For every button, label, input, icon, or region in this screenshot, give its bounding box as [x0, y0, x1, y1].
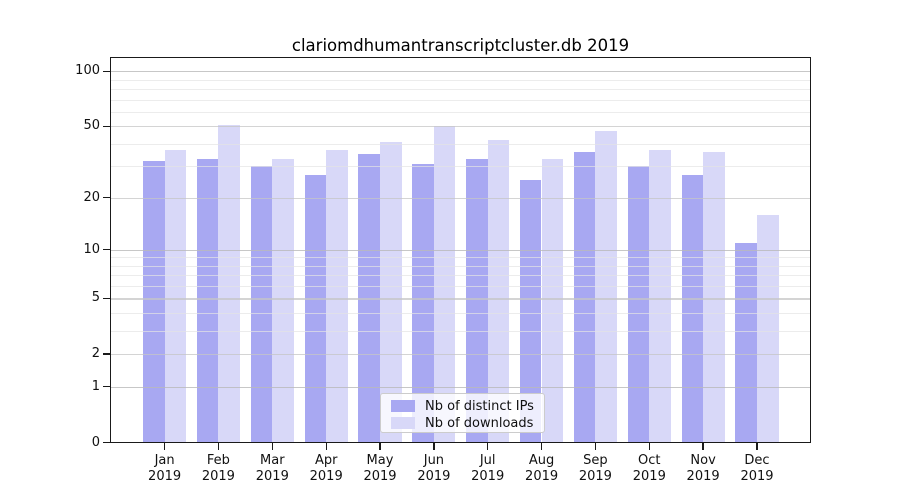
gridline-8 [110, 265, 811, 267]
y-tick-50 [103, 125, 110, 127]
legend: Nb of distinct IPs Nb of downloads [380, 393, 545, 433]
bar-ips-jun [412, 163, 434, 443]
legend-label-downloads: Nb of downloads [425, 415, 534, 431]
bar-ips-jul [466, 158, 488, 443]
y-tick-label-2: 2 [91, 346, 100, 362]
gridline-20 [110, 197, 811, 199]
bar-ips-jan [143, 161, 165, 443]
x-tick-label-jul: Jul 2019 [471, 453, 505, 484]
y-tick-label-10: 10 [83, 241, 100, 257]
gridline-6 [110, 286, 811, 288]
x-tick-label-nov: Nov 2019 [686, 453, 720, 484]
legend-label-distinct-ips: Nb of distinct IPs [425, 398, 534, 414]
x-tick-jul [487, 443, 489, 450]
gridline-70 [110, 99, 811, 101]
bar-ips-aug [519, 180, 542, 443]
x-tick-sep [594, 443, 597, 450]
y-tick-label-5: 5 [91, 290, 100, 306]
y-tick-0 [103, 441, 110, 444]
bar-downloads-apr [326, 149, 348, 443]
x-tick-label-aug: Aug 2019 [525, 453, 559, 484]
bar-ips-apr [304, 174, 327, 443]
gridline-30 [110, 166, 811, 168]
chart-title: clariomdhumantranscriptcluster.db 2019 [291, 36, 630, 55]
x-tick-label-jun: Jun 2019 [417, 453, 451, 484]
x-tick-may [379, 443, 381, 450]
gridline-7 [110, 275, 811, 277]
y-tick-label-0: 0 [91, 434, 100, 450]
legend-swatch-downloads [391, 417, 415, 429]
gridline-10 [110, 249, 811, 251]
gridline-40 [110, 143, 811, 145]
gridline-90 [110, 79, 811, 81]
bar-downloads-dec [757, 214, 779, 443]
y-tick-1 [103, 386, 110, 388]
x-tick-label-mar: Mar 2019 [255, 453, 289, 484]
y-tick-5 [103, 297, 110, 300]
bar-downloads-mar [272, 158, 294, 443]
bar-downloads-jun [433, 126, 456, 443]
x-tick-oct [648, 443, 650, 450]
legend-item-distinct-ips: Nb of distinct IPs [391, 398, 544, 414]
x-tick-jan [163, 443, 166, 450]
gridline-50 [110, 126, 811, 128]
x-tick-label-dec: Dec 2019 [740, 453, 774, 484]
x-tick-label-sep: Sep 2019 [578, 453, 612, 484]
y-tick-2 [103, 353, 110, 355]
y-tick-10 [103, 248, 110, 251]
bar-ips-oct [627, 166, 650, 443]
bar-downloads-jul [487, 140, 510, 443]
bar-ips-nov [681, 174, 704, 443]
y-tick-label-20: 20 [83, 189, 100, 205]
bar-ips-feb [196, 158, 219, 443]
bar-downloads-jan [164, 149, 187, 443]
x-tick-nov [702, 443, 704, 450]
legend-item-downloads: Nb of downloads [391, 415, 544, 431]
x-tick-label-jan: Jan 2019 [148, 453, 182, 484]
x-tick-dec [756, 443, 758, 450]
x-tick-label-apr: Apr 2019 [309, 453, 343, 484]
legend-swatch-distinct-ips [391, 400, 415, 412]
x-tick-jun [433, 443, 435, 450]
gridline-3 [110, 331, 811, 333]
x-tick-label-may: May 2019 [363, 453, 397, 484]
bar-ips-sep [573, 152, 596, 443]
bar-downloads-aug [541, 158, 564, 443]
bar-downloads-may [380, 141, 402, 443]
gridline-5 [110, 298, 811, 300]
gridline-80 [110, 89, 811, 91]
bar-downloads-oct [649, 149, 671, 443]
y-tick-100 [103, 70, 110, 72]
x-tick-aug [540, 443, 543, 450]
gridline-100 [110, 71, 811, 73]
plot-area [110, 57, 811, 443]
y-tick-label-1: 1 [91, 378, 100, 394]
bar-ips-dec [735, 242, 757, 443]
y-tick-label-100: 100 [75, 63, 100, 79]
bar-downloads-feb [218, 124, 240, 443]
gridline-9 [110, 257, 811, 259]
gridline-1 [110, 386, 811, 388]
bar-downloads-nov [703, 152, 725, 443]
gridline-2 [110, 354, 811, 356]
x-tick-apr [325, 443, 327, 450]
x-tick-mar [271, 443, 273, 450]
x-tick-label-feb: Feb 2019 [201, 453, 235, 484]
x-tick-label-oct: Oct 2019 [632, 453, 666, 484]
bar-ips-mar [250, 166, 273, 443]
y-tick-label-50: 50 [83, 118, 100, 134]
gridline-4 [110, 313, 811, 315]
y-tick-20 [103, 196, 110, 199]
gridline-60 [110, 111, 811, 114]
x-tick-feb [217, 443, 220, 450]
